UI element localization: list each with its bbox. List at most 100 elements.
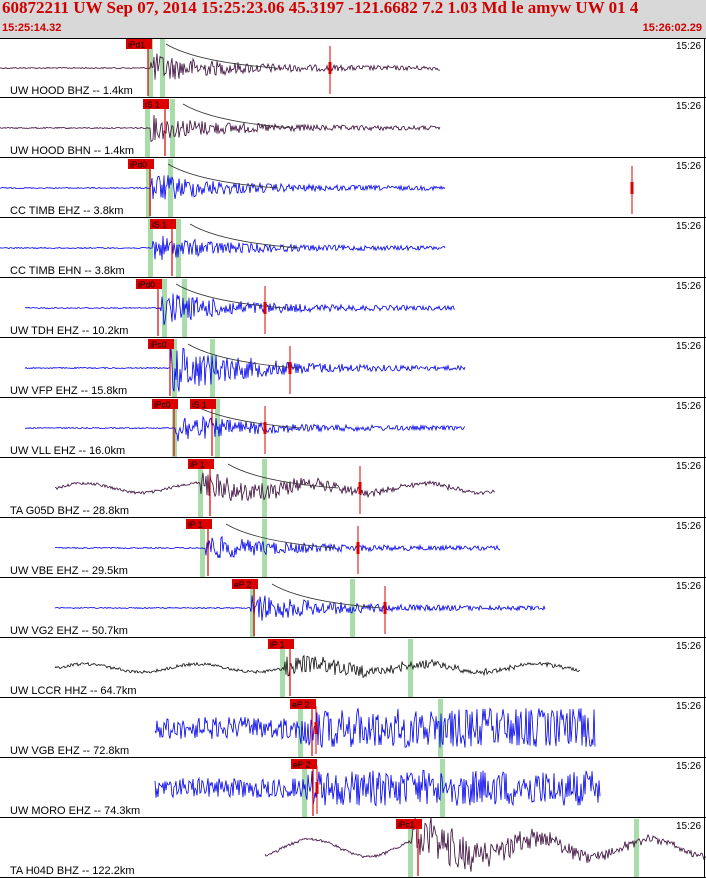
waveform bbox=[54, 595, 546, 621]
pick-label-box bbox=[268, 639, 294, 649]
pick-label: eP 2 bbox=[292, 700, 310, 710]
phase-band-s bbox=[168, 159, 173, 217]
waveform bbox=[0, 175, 446, 200]
waveform bbox=[24, 346, 466, 392]
trace-row[interactable]: eP 2 UW MORO EHZ -- 74.3km 15:26 bbox=[0, 759, 706, 818]
time-tick-label: 15:26 bbox=[676, 341, 701, 352]
time-tick-label: 15:26 bbox=[676, 41, 701, 52]
station-label: UW TDH EHZ -- 10.2km bbox=[10, 325, 128, 337]
trace-row[interactable]: iP 1 UW LCCR HHZ -- 64.7km 15:26 bbox=[0, 639, 706, 698]
event-title: 60872211 UW Sep 07, 2014 15:25:23.06 45.… bbox=[2, 0, 639, 17]
amplitude-marker-tick bbox=[630, 182, 634, 194]
coda-curve bbox=[227, 463, 339, 489]
time-tick-label: 15:26 bbox=[676, 161, 701, 172]
pick-label-box bbox=[150, 219, 176, 229]
pick-flag[interactable]: iP 1 bbox=[268, 639, 294, 696]
amplitude-marker-tick bbox=[263, 302, 267, 314]
window-end-time: 15:26:02.29 bbox=[642, 22, 702, 34]
pick-label: iS 1 bbox=[192, 400, 207, 410]
pick-label: iP 1 bbox=[188, 520, 203, 530]
trace-row[interactable]: eP 2 UW VG2 EHZ -- 50.7km 15:26 bbox=[0, 579, 706, 638]
pick-label: iS 1 bbox=[145, 100, 160, 110]
pick-flag[interactable]: iPd1 bbox=[126, 39, 152, 96]
pick-label: iPc1 bbox=[398, 820, 415, 830]
pick-flag[interactable]: iP 1 bbox=[186, 519, 212, 576]
station-label: TA G05D BHZ -- 28.8km bbox=[10, 505, 129, 517]
waveform bbox=[0, 235, 446, 261]
pick-flag[interactable]: iS 1 bbox=[143, 99, 169, 156]
waveform bbox=[154, 707, 596, 748]
trace-row[interactable]: iPd0 UW TDH EHZ -- 10.2km 15:26 bbox=[0, 279, 706, 338]
station-label: CC TIMB EHN -- 3.8km bbox=[10, 265, 125, 277]
pick-label: iS 1 bbox=[152, 220, 167, 230]
coda-curve bbox=[187, 343, 299, 369]
pick-label-box bbox=[186, 519, 212, 529]
pick-flag[interactable]: iS 1 bbox=[190, 399, 216, 456]
waveform bbox=[54, 535, 501, 559]
pick-label-box bbox=[143, 99, 169, 109]
time-tick-label: 15:26 bbox=[676, 401, 701, 412]
amplitude-marker-tick bbox=[288, 362, 292, 374]
waveform bbox=[24, 415, 466, 442]
station-label: UW MORO EHZ -- 74.3km bbox=[10, 805, 140, 817]
pick-flag[interactable]: eP 2 bbox=[290, 699, 316, 756]
amplitude-marker-tick bbox=[314, 722, 318, 734]
pick-label: iPd0 bbox=[130, 160, 147, 170]
pick-flag[interactable]: iPc1 bbox=[396, 819, 422, 876]
time-tick-label: 15:26 bbox=[676, 581, 701, 592]
pick-flag[interactable]: iPc0 bbox=[148, 339, 174, 396]
pick-flag[interactable]: eP 2 bbox=[232, 579, 258, 636]
phase-band-s bbox=[262, 519, 267, 577]
phase-band-p bbox=[172, 339, 177, 397]
coda-curve bbox=[271, 583, 383, 609]
phase-band-p bbox=[250, 579, 255, 637]
pick-label-box bbox=[188, 459, 214, 469]
pick-label-box bbox=[148, 339, 174, 349]
pick-label-box bbox=[128, 159, 154, 169]
waveform bbox=[264, 817, 706, 872]
trace-row[interactable]: iPc0 iS 1 UW VLL EHZ -- 16.0km 15:26 bbox=[0, 399, 706, 458]
phase-band-s bbox=[210, 339, 215, 397]
trace-row[interactable]: eP 2 UW VGB EHZ -- 72.8km 15:26 bbox=[0, 699, 706, 758]
amplitude-marker-tick bbox=[328, 62, 332, 74]
pick-label-box bbox=[190, 399, 216, 409]
pick-flag[interactable]: iP 1 bbox=[188, 459, 214, 516]
trace-row[interactable]: iS 1 UW HOOD BHN -- 1.4km 15:26 bbox=[0, 99, 706, 158]
trace-row[interactable]: iP 1 UW VBE EHZ -- 29.5km 15:26 bbox=[0, 519, 706, 578]
waveform bbox=[0, 53, 440, 80]
trace-row[interactable]: iPc0 UW VFP EHZ -- 15.8km 15:26 bbox=[0, 339, 706, 398]
pick-flag[interactable]: iPd0 bbox=[128, 159, 154, 216]
trace-row[interactable]: iPc1 TA H04D BHZ -- 122.2km 15:26 bbox=[0, 817, 706, 878]
coda-curve bbox=[225, 523, 337, 549]
pick-label: eP 2 bbox=[234, 580, 252, 590]
amplitude-marker-tick bbox=[383, 602, 387, 614]
time-tick-label: 15:26 bbox=[676, 221, 701, 232]
pick-label: eP 2 bbox=[293, 760, 311, 770]
coda-curve bbox=[175, 283, 287, 309]
waveform bbox=[154, 769, 601, 807]
station-label: UW LCCR HHZ -- 64.7km bbox=[10, 685, 137, 697]
station-label: CC TIMB EHZ -- 3.8km bbox=[10, 205, 123, 217]
trace-row[interactable]: iPd1 UW HOOD BHZ -- 1.4km 15:26 bbox=[0, 39, 706, 98]
phase-band-p bbox=[162, 279, 167, 337]
station-label: UW VFP EHZ -- 15.8km bbox=[10, 385, 127, 397]
trace-row[interactable]: iS 1 CC TIMB EHN -- 3.8km 15:26 bbox=[0, 219, 706, 278]
pick-flag[interactable]: iS 1 bbox=[150, 219, 176, 276]
pick-label: iP 1 bbox=[270, 640, 285, 650]
trace-row[interactable]: iP 1 TA G05D BHZ -- 28.8km 15:26 bbox=[0, 459, 706, 518]
amplitude-marker-tick bbox=[356, 542, 360, 554]
pick-label: iPc0 bbox=[154, 400, 171, 410]
coda-curve bbox=[182, 103, 294, 129]
pick-flag[interactable]: eP 2 bbox=[291, 759, 317, 816]
pick-flag[interactable]: iPc0 bbox=[152, 399, 178, 456]
station-label: UW HOOD BHN -- 1.4km bbox=[10, 145, 134, 157]
time-tick-label: 15:26 bbox=[676, 761, 701, 772]
waveform bbox=[0, 114, 441, 143]
phase-band-p bbox=[408, 819, 413, 877]
pick-label-box bbox=[152, 399, 178, 409]
station-label: UW VGB EHZ -- 72.8km bbox=[10, 745, 129, 757]
time-tick-label: 15:26 bbox=[676, 461, 701, 472]
pick-flag[interactable]: iPd0 bbox=[136, 279, 162, 336]
trace-row[interactable]: iPd0 CC TIMB EHZ -- 3.8km 15:26 bbox=[0, 159, 706, 218]
pick-label-box bbox=[290, 699, 316, 709]
